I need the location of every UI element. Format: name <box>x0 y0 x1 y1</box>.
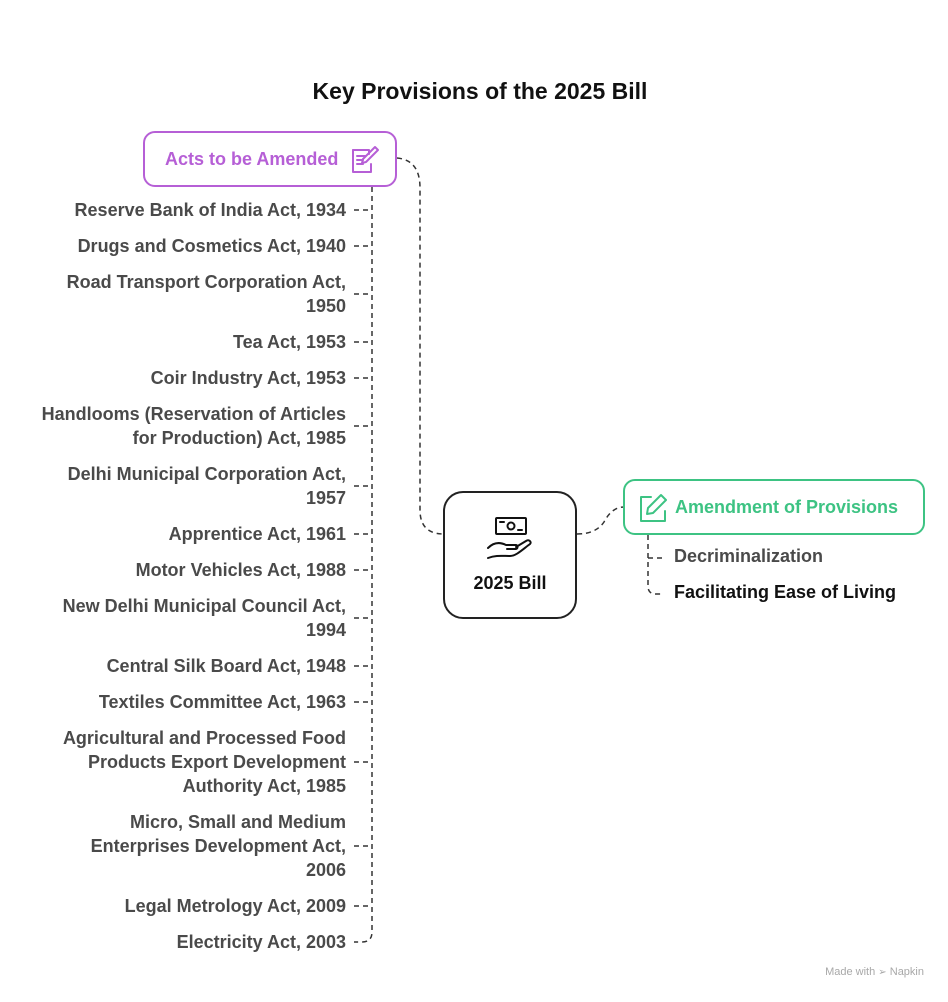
acts-to-be-amended-node: Acts to be Amended <box>143 131 397 187</box>
act-item: Reserve Bank of India Act, 1934 <box>74 200 346 220</box>
act-item: Agricultural and Processed Food Products… <box>62 728 346 796</box>
edit-note-icon <box>349 144 381 181</box>
act-item: Coir Industry Act, 1953 <box>150 368 346 388</box>
acts-trunk-line <box>354 187 373 943</box>
act-item: Textiles Committee Act, 1963 <box>98 692 346 712</box>
provision-item: Facilitating Ease of Living <box>674 582 897 602</box>
act-item: Micro, Small and Medium Enterprises Deve… <box>90 812 346 880</box>
amendment-of-provisions-node: Amendment of Provisions <box>623 479 925 535</box>
act-item: New Delhi Municipal Council Act, 1994 <box>62 596 346 640</box>
made-with-napkin-footer: Made with ➢ Napkin <box>825 966 924 978</box>
act-item: Electricity Act, 2003 <box>176 932 346 952</box>
page-title: Key Provisions of the 2025 Bill <box>312 78 648 104</box>
act-item: Drugs and Cosmetics Act, 1940 <box>77 236 346 256</box>
provision-item: Decriminalization <box>674 546 824 566</box>
napkin-logo-icon: ➢ <box>878 967 887 978</box>
center-to-amendment-line <box>576 506 625 535</box>
footer-made-with: Made with <box>825 966 876 978</box>
center-node: 2025 Bill <box>443 491 577 619</box>
acts-to-center-line <box>396 157 445 535</box>
money-in-hand-icon <box>484 516 536 567</box>
act-item: Motor Vehicles Act, 1988 <box>135 560 346 580</box>
act-item: Road Transport Corporation Act, 1950 <box>66 272 346 316</box>
act-item: Apprentice Act, 1961 <box>168 524 346 544</box>
edit-square-icon <box>637 492 669 529</box>
act-item: Central Silk Board Act, 1948 <box>106 656 346 676</box>
center-node-label: 2025 Bill <box>473 573 547 593</box>
amendment-trunk-line <box>647 535 664 595</box>
acts-node-label: Acts to be Amended <box>165 148 339 169</box>
act-item: Tea Act, 1953 <box>232 332 346 352</box>
act-item: Legal Metrology Act, 2009 <box>124 896 346 916</box>
amendment-node-label: Amendment of Provisions <box>675 496 899 517</box>
act-item: Delhi Municipal Corporation Act, 1957 <box>67 464 346 508</box>
footer-brand: Napkin <box>889 966 924 978</box>
act-item: Handlooms (Reservation of Articles for P… <box>41 404 346 448</box>
